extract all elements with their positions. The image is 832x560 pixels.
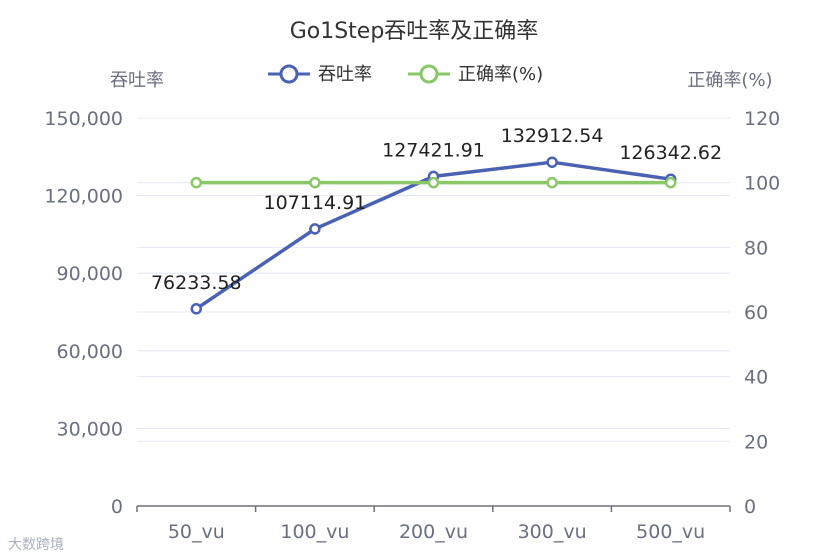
legend-item-throughput[interactable]: 吞吐率 bbox=[268, 64, 372, 85]
x-tick-label: 500_vu bbox=[636, 521, 705, 543]
data-point-1 bbox=[309, 176, 321, 189]
y-right-tick-label: 80 bbox=[744, 237, 768, 259]
y-left-tick-label: 0 bbox=[111, 496, 123, 518]
legend-marker-accuracy bbox=[419, 64, 439, 84]
data-point-0 bbox=[190, 303, 203, 315]
watermark: 大数跨境 bbox=[8, 537, 64, 553]
legend-label-throughput: 吞吐率 bbox=[318, 64, 372, 85]
plot-area: 0 30,000 60,000 90,000 120,000 150,000 0 20 40 60… bbox=[44, 108, 780, 543]
y-right-tick-label: 60 bbox=[744, 302, 768, 324]
y-left-tick-label: 90,000 bbox=[57, 263, 123, 285]
data-point-1 bbox=[427, 176, 440, 189]
y-left-tick-label: 120,000 bbox=[44, 186, 123, 208]
data-label: 107114.91 bbox=[264, 192, 367, 214]
data-point-0 bbox=[309, 223, 321, 235]
data-label: 127421.91 bbox=[382, 139, 485, 161]
y-right-tick-label: 120 bbox=[744, 108, 780, 130]
y-left-tick-label: 150,000 bbox=[44, 108, 123, 130]
data-point-0 bbox=[546, 156, 558, 168]
x-tick-label: 200_vu bbox=[399, 521, 468, 543]
chart-title: Go1Step吞吐率及正确率 bbox=[290, 19, 539, 44]
data-label: 132912.54 bbox=[501, 125, 604, 147]
data-label: 126342.62 bbox=[619, 142, 722, 164]
legend-label-accuracy: 正确率(%) bbox=[458, 64, 543, 85]
y-right-tick-label: 0 bbox=[744, 496, 756, 518]
y-right-tick-label: 20 bbox=[744, 431, 768, 453]
data-point-1 bbox=[190, 176, 203, 189]
x-tick-label: 300_vu bbox=[518, 521, 587, 543]
legend-marker-throughput bbox=[279, 64, 299, 84]
y-right-axis-label: 正确率(%) bbox=[687, 70, 772, 91]
x-tick-label: 100_vu bbox=[280, 521, 349, 543]
y-right-tick-label: 100 bbox=[744, 173, 780, 195]
legend-item-accuracy[interactable]: 正确率(%) bbox=[408, 64, 543, 85]
data-label: 76233.58 bbox=[151, 272, 242, 294]
y-left-axis-label: 吞吐率 bbox=[110, 70, 164, 91]
y-right-tick-label: 40 bbox=[744, 367, 768, 389]
data-point-1 bbox=[664, 176, 677, 189]
data-point-1 bbox=[546, 176, 558, 189]
y-left-tick-label: 60,000 bbox=[57, 341, 123, 363]
y-left-tick-label: 30,000 bbox=[57, 418, 123, 440]
legend[interactable]: 吞吐率 正确率(%) bbox=[268, 64, 543, 85]
x-tick-label: 50_vu bbox=[168, 521, 225, 543]
